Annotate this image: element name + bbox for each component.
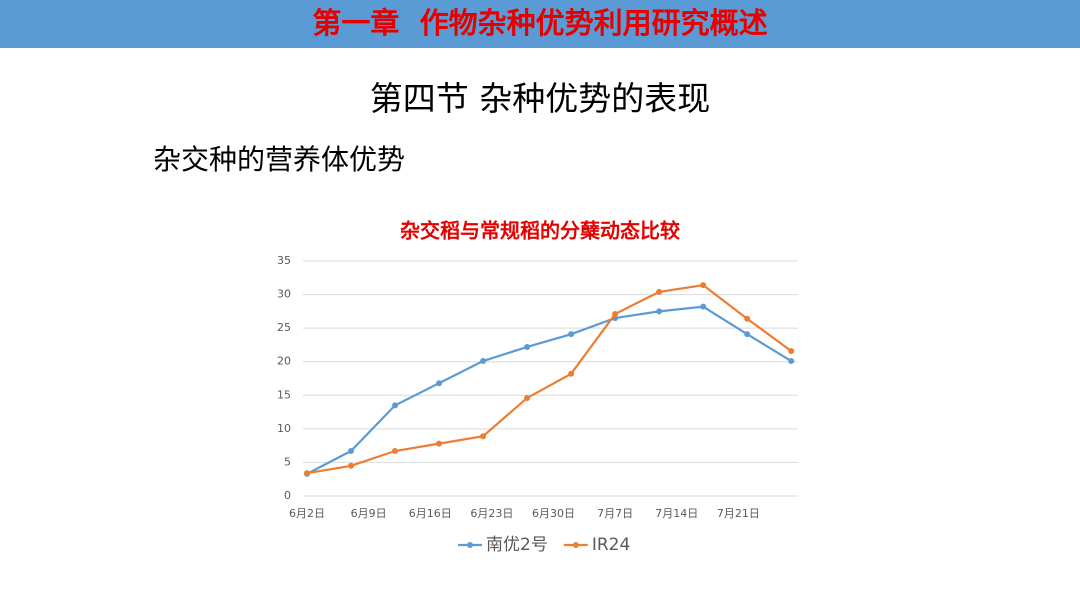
x-tick-label: 6月9日 <box>351 507 387 520</box>
y-tick-label: 5 <box>284 455 291 468</box>
x-tick-label: 6月23日 <box>470 507 513 520</box>
data-point <box>788 358 795 365</box>
y-tick-label: 35 <box>277 254 291 267</box>
data-point <box>480 358 487 365</box>
legend-marker <box>467 542 473 548</box>
legend-marker <box>572 542 579 548</box>
data-point <box>524 343 531 350</box>
data-point <box>656 308 663 315</box>
data-point <box>436 380 443 387</box>
legend-label: IR24 <box>592 535 630 555</box>
data-point <box>392 448 399 455</box>
series-line <box>306 284 792 475</box>
data-point <box>700 303 707 310</box>
y-tick-label: 0 <box>284 489 291 502</box>
data-point <box>612 311 619 318</box>
y-tick-label: 15 <box>277 388 291 401</box>
x-tick-label: 6月30日 <box>532 507 575 520</box>
data-point <box>568 331 575 338</box>
data-point <box>744 331 751 338</box>
y-tick-label: 30 <box>277 288 291 301</box>
data-point <box>568 370 575 377</box>
data-point <box>744 315 751 322</box>
data-point <box>436 440 443 447</box>
section-title: 第四节 杂种优势的表现 <box>369 79 711 118</box>
y-tick-label: 20 <box>277 355 291 368</box>
data-point <box>700 282 707 289</box>
data-point <box>656 288 663 295</box>
data-point <box>788 347 795 354</box>
data-point <box>348 462 355 469</box>
x-tick-label: 6月16日 <box>409 507 452 520</box>
data-point <box>480 433 487 440</box>
chart-title: 杂交稻与常规稻的分蘖动态比较 <box>400 219 680 243</box>
data-point <box>348 448 355 455</box>
data-point <box>304 470 310 477</box>
data-point <box>524 394 531 401</box>
x-tick-label: 7月14日 <box>655 507 698 520</box>
x-tick-label: 7月21日 <box>717 507 760 520</box>
header-title: 第一章 作物杂种优势利用研究概述 <box>0 0 1080 48</box>
subtitle: 杂交种的营养体优势 <box>153 143 406 176</box>
y-tick-label: 10 <box>277 422 291 435</box>
legend-label: 南优2号 <box>486 535 548 555</box>
x-tick-label: 7月7日 <box>597 507 633 520</box>
series-line <box>306 305 792 475</box>
y-tick-label: 25 <box>277 321 291 334</box>
data-point <box>392 402 399 409</box>
x-tick-label: 6月2日 <box>289 507 325 520</box>
